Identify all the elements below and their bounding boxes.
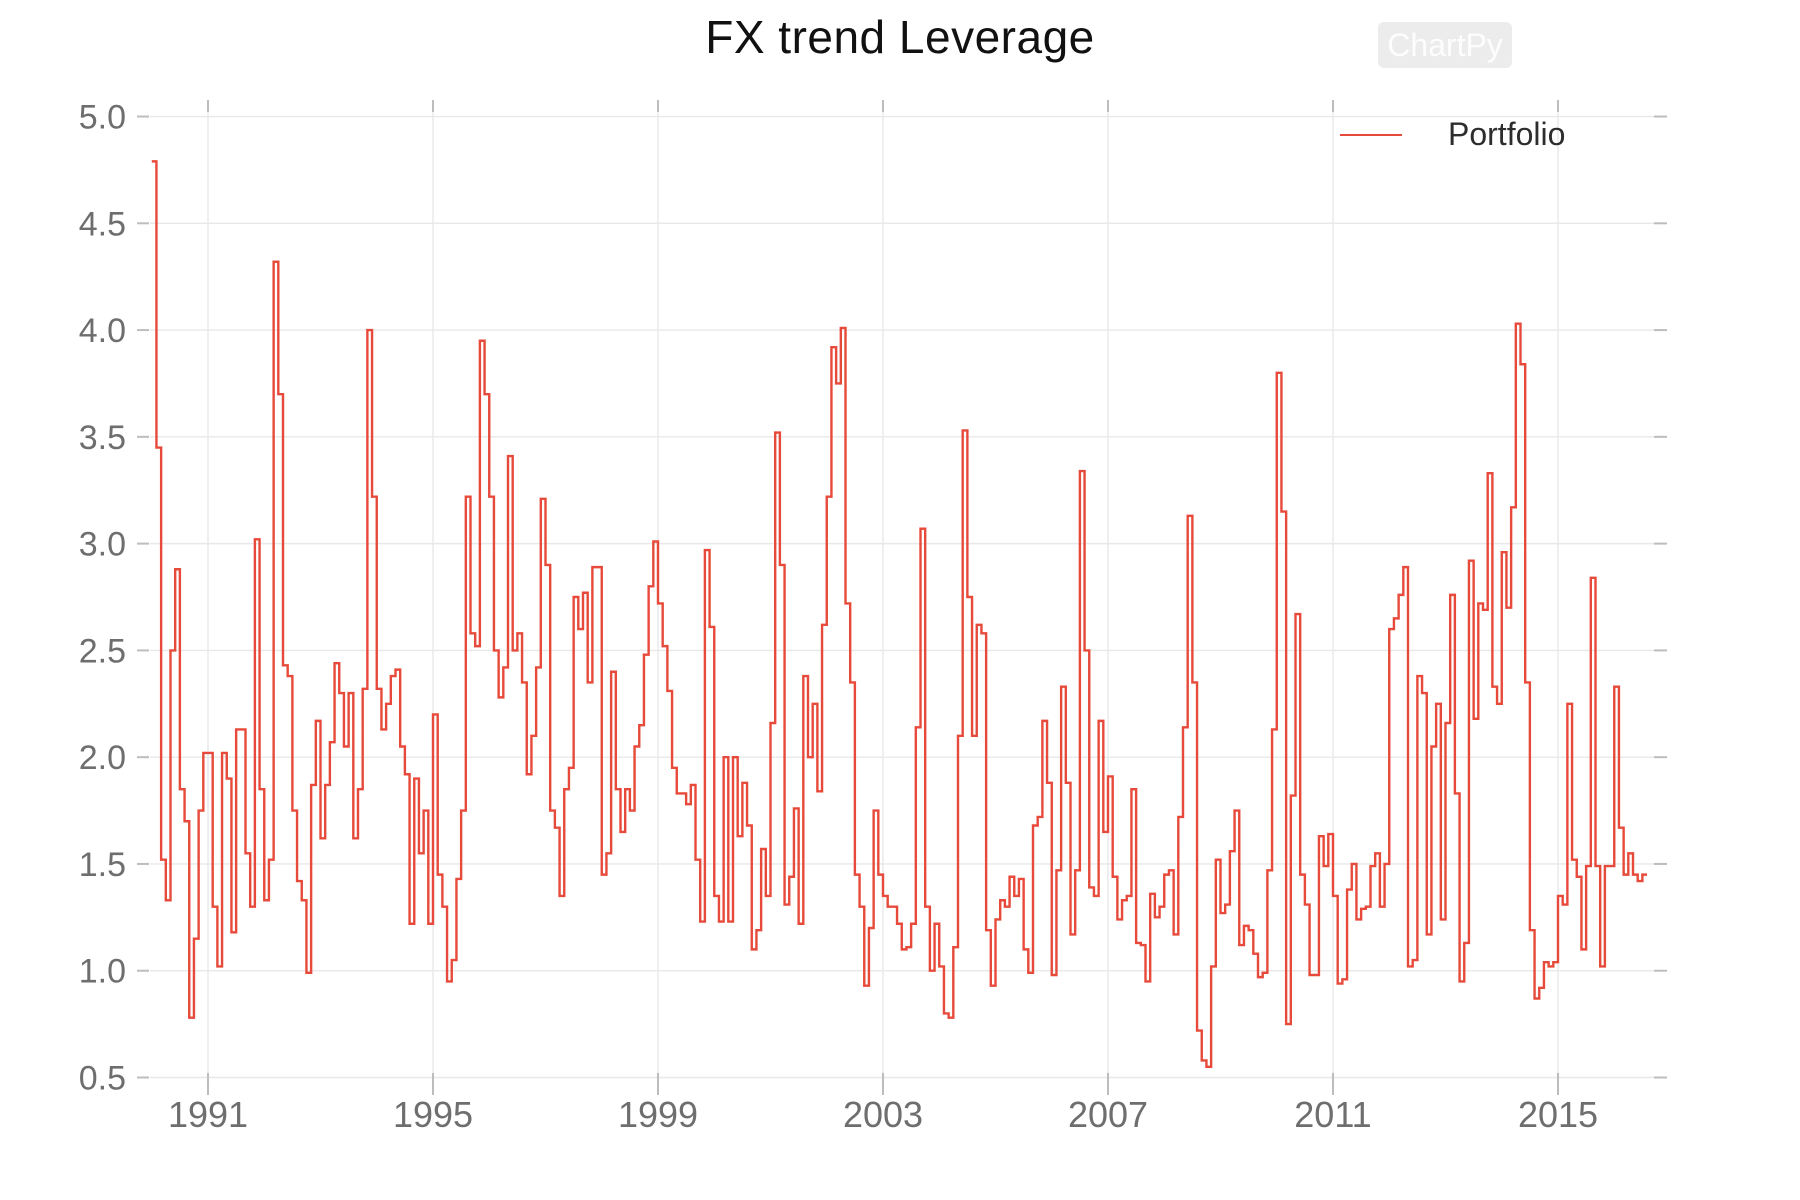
x-tick-label: 1999 [618,1094,698,1135]
legend[interactable]: Portfolio [1340,116,1565,153]
y-tick-label: 1.5 [79,846,126,884]
x-tick-label: 1995 [393,1094,473,1135]
y-tick-label: 3.5 [79,419,126,457]
x-tick-label: 2011 [1294,1094,1371,1135]
series-path-portfolio [151,160,1648,1069]
y-tick-label: 5.0 [79,99,126,137]
legend-line-swatch [1340,133,1402,136]
y-tick-label: 4.0 [79,312,126,350]
legend-label-portfolio: Portfolio [1448,116,1566,152]
chart-title: FX trend Leverage [705,11,1095,63]
x-tick-label: 2007 [1068,1094,1148,1135]
chartpy-watermark: ChartPy [1378,22,1512,68]
chartpy-watermark-text: ChartPy [1387,26,1503,63]
x-tick-label: 1991 [168,1094,248,1135]
x-tick-label: 2015 [1518,1094,1598,1135]
x-tick-label: 2003 [843,1094,923,1135]
y-tick-label: 1.0 [79,953,126,991]
y-tick-label: 0.5 [79,1060,126,1098]
y-tick-label: 3.0 [79,526,126,564]
y-tick-label: 4.5 [79,205,126,243]
y-tick-label: 2.0 [79,739,126,777]
y-tick-label: 2.5 [79,632,126,670]
